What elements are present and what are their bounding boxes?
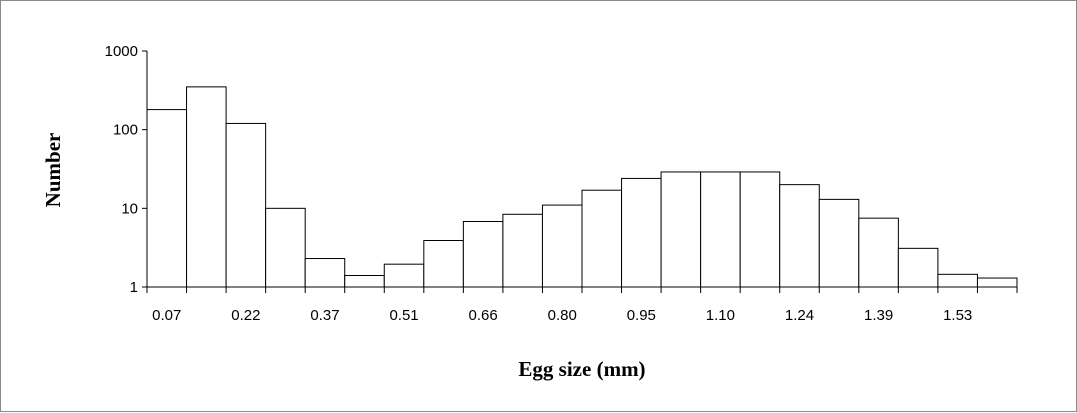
histogram-bar-16: [739, 171, 781, 288]
histogram-bar-12: [581, 189, 623, 288]
histogram-bar-8: [423, 240, 464, 288]
histogram-bar-2: [186, 86, 227, 288]
histogram-bar-15: [700, 171, 741, 288]
y-tick-label-100: 100: [113, 122, 138, 139]
histogram-bar-14: [660, 171, 702, 288]
x-tick-label-0.51: 0.51: [389, 307, 418, 324]
y-tick-label-10: 10: [121, 200, 138, 217]
x-tick-label-0.80: 0.80: [548, 307, 577, 324]
histogram-bar-1: [146, 109, 188, 288]
labels-layer: 1 10 100 1000 0.07 0.22 0.37 0.51 0.66 0.80 0.95 1.…: [105, 43, 973, 324]
y-axis-title: Number: [41, 133, 65, 208]
histogram-bar-22: [976, 277, 1018, 288]
histogram-bar-7: [383, 263, 425, 288]
x-tick-label-0.07: 0.07: [152, 307, 181, 324]
histogram-bar-13: [621, 177, 662, 288]
histogram-bar-20: [897, 247, 939, 288]
histogram-bar-6: [344, 275, 385, 288]
y-tick-label-1000: 1000: [105, 43, 138, 60]
histogram-bar-4: [265, 207, 306, 288]
histogram-bar-17: [779, 184, 820, 288]
x-tick-label-0.66: 0.66: [469, 307, 498, 324]
x-axis-title: Egg size (mm): [518, 357, 645, 381]
histogram-bar-3: [225, 122, 267, 288]
bars-layer: [146, 86, 1018, 288]
histogram-bar-10: [502, 213, 543, 288]
histogram-bar-19: [858, 217, 899, 288]
histogram-bar-5: [304, 258, 346, 288]
histogram-bar-9: [462, 221, 504, 288]
x-tick-label-0.22: 0.22: [231, 307, 260, 324]
histogram-bar-18: [818, 198, 860, 288]
axes-layer: [142, 50, 1018, 293]
x-tick-label-0.37: 0.37: [310, 307, 339, 324]
x-tick-label-1.24: 1.24: [785, 307, 814, 324]
x-tick-label-1.39: 1.39: [864, 307, 893, 324]
y-tick-label-1: 1: [130, 279, 138, 296]
x-tick-label-0.95: 0.95: [627, 307, 656, 324]
histogram-bar-21: [937, 273, 978, 288]
x-tick-label-1.10: 1.10: [706, 307, 735, 324]
histogram-bar-11: [541, 204, 583, 288]
x-tick-label-1.53: 1.53: [943, 307, 972, 324]
